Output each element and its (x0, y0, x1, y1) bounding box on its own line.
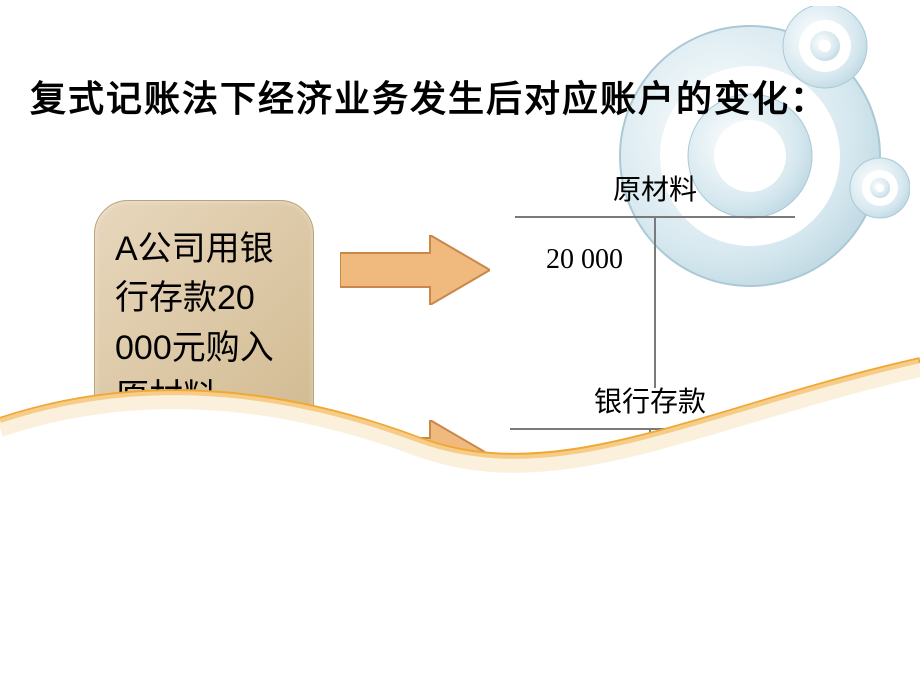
transaction-box: A公司用银行存款20 000元购入原材料 (94, 200, 314, 516)
transaction-text: A公司用银行存款20 000元购入原材料 (115, 230, 274, 416)
t-account-debit: 20 000 (515, 218, 656, 388)
t-account-debit (510, 430, 651, 600)
t-account-header: 原材料 (515, 168, 795, 218)
t-account-credit (656, 218, 795, 388)
t-account-header: 银行存款 (510, 380, 790, 430)
t-account-credit: 20 000 (651, 430, 790, 600)
t-account-raw-materials: 原材料 20 000 (515, 168, 795, 388)
t-account-bank-deposit: 银行存款 20 000 (510, 380, 790, 600)
slide: 复式记账法下经济业务发生后对应账户的变化： A公司用银行存款20 000元购入原… (0, 0, 920, 690)
arrow-top (340, 235, 490, 305)
slide-title: 复式记账法下经济业务发生后对应账户的变化： (30, 70, 828, 122)
arrow-bottom (340, 420, 490, 490)
